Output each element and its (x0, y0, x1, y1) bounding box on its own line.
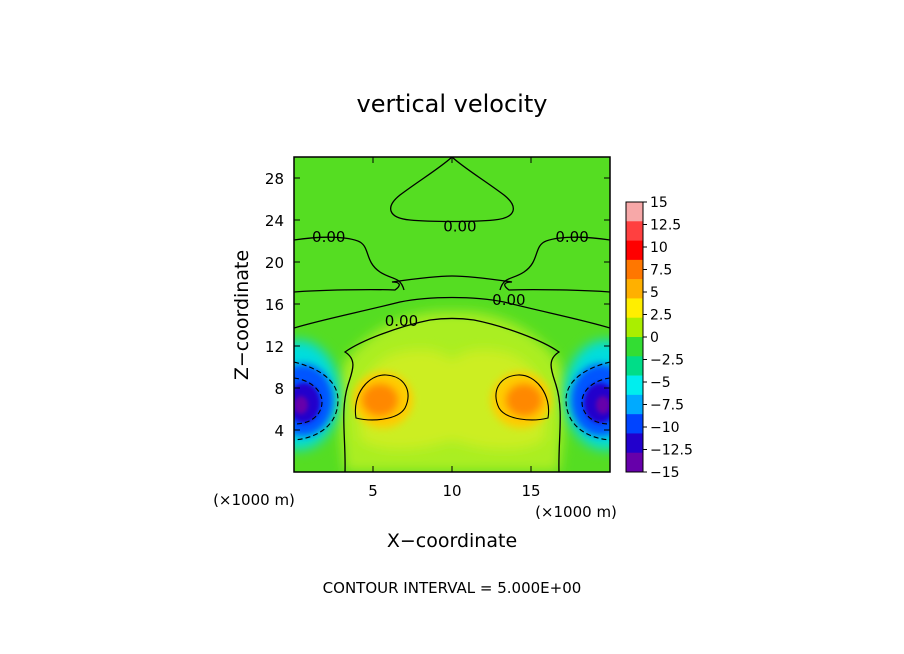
contour-label: 0.00 (492, 291, 525, 309)
x-tick-label: 10 (442, 482, 461, 500)
colorbar-label: −2.5 (650, 353, 684, 369)
colorbar-label: −10 (650, 420, 680, 436)
contour-lower-dome (294, 296, 610, 329)
contour-left-minus5 (294, 361, 339, 441)
y-tick-label: 24 (265, 212, 284, 230)
field-right-purple (596, 396, 610, 414)
colorbar: 15 12.5 10 7.5 5 2.5 0 −2.5 −5 −7.5 −10 −12.5 −15 (625, 195, 693, 481)
y-tick-label: 20 (265, 254, 284, 272)
colorbar-swatch (626, 259, 643, 280)
colorbar-swatch (626, 317, 643, 338)
x-tick-label: 5 (368, 482, 378, 500)
colorbar-swatch (626, 394, 643, 415)
colorbar-label: 12.5 (650, 218, 681, 234)
contour-right-minus10 (581, 377, 610, 425)
contour-left-plus5 (354, 374, 409, 421)
colorbar-label: −15 (650, 465, 680, 481)
colorbar-swatch (626, 452, 643, 473)
y-tick-label: 8 (274, 380, 284, 398)
colorbar-label: −5 (650, 375, 671, 391)
y-tick-label: 12 (265, 338, 284, 356)
contour-right-arm (499, 236, 610, 291)
y-axis-ticks: 4 8 12 16 20 24 28 (265, 170, 610, 440)
colorbar-swatch (626, 221, 643, 241)
plot-area (294, 157, 610, 472)
contour-label: 0.00 (312, 228, 345, 246)
colorbar-swatch (626, 337, 643, 357)
colorbar-swatch (626, 375, 643, 396)
colorbar-label: 0 (650, 330, 659, 346)
y-axis-label: Z−coordinate (231, 250, 253, 380)
colorbar-label: 2.5 (650, 308, 672, 324)
colorbar-swatch (626, 279, 643, 299)
contour-label: 0.00 (443, 217, 476, 235)
y-tick-label: 16 (265, 296, 284, 314)
chart-title: vertical velocity (357, 90, 548, 118)
y-tick-label: 28 (265, 170, 284, 188)
colorbar-swatch (626, 356, 643, 376)
contour-mid-band (294, 275, 610, 293)
colorbar-label: 5 (650, 285, 659, 301)
contour-label: 0.00 (385, 312, 418, 330)
x-axis-unit-left: (×1000 m) (213, 491, 295, 509)
colorbar-swatch (626, 202, 643, 222)
x-tick-label: 15 (521, 482, 540, 500)
contour-left-arm (294, 236, 405, 291)
colorbar-swatch (626, 414, 643, 434)
contour-right-plus5 (495, 374, 550, 421)
colorbar-label: −7.5 (650, 398, 684, 414)
contour-inner-updraft (343, 317, 561, 472)
contour-left-minus10 (294, 377, 323, 425)
contour-top-loop (390, 157, 514, 223)
field-right-orange (506, 384, 542, 416)
colorbar-label: 15 (650, 195, 668, 211)
y-tick-label: 4 (274, 422, 284, 440)
field-left-orange (362, 384, 398, 416)
x-axis-ticks: 5 10 15 (368, 157, 541, 500)
colorbar-label: 7.5 (650, 263, 672, 279)
x-axis-unit-right: (×1000 m) (535, 503, 617, 521)
colorbar-swatch (626, 433, 643, 454)
x-axis-label: X−coordinate (387, 530, 517, 552)
colorbar-label: 10 (650, 240, 668, 256)
colorbar-swatch (626, 298, 643, 319)
field-left-purple (294, 396, 308, 414)
contour-labels: 0.00 0.00 0.00 0.00 0.00 (312, 217, 589, 330)
colorbar-label: −12.5 (650, 443, 693, 459)
contour-label: 0.00 (555, 228, 588, 246)
contour-interval-note: CONTOUR INTERVAL = 5.000E+00 (323, 579, 582, 597)
contour-right-minus5 (565, 361, 610, 441)
colorbar-swatch (626, 240, 643, 261)
field-updraft-inner (358, 349, 546, 450)
